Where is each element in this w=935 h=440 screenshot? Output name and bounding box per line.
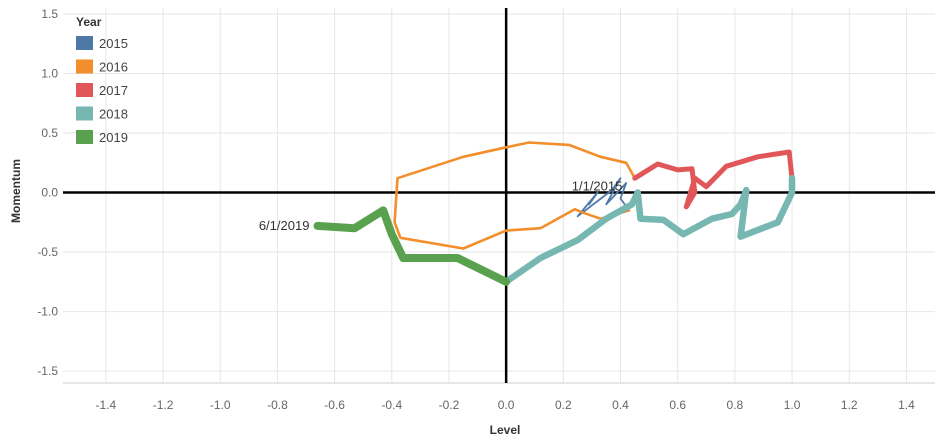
legend-swatch-2015 xyxy=(76,36,93,50)
x-tick-label: -0.2 xyxy=(439,398,460,412)
zero-axes xyxy=(63,8,935,383)
legend: Year 2015 2016 2017 2018 2019 xyxy=(76,15,128,145)
tick-labels: -1.4 -1.2 -1.0 -0.8 -0.6 -0.4 -0.2 0.0 0.2 0.4 0.6… xyxy=(37,7,915,412)
legend-swatch-2018 xyxy=(76,106,93,121)
x-tick-label: 0.8 xyxy=(727,398,744,412)
y-tick-label: 1.0 xyxy=(41,66,58,80)
legend-title: Year xyxy=(76,15,102,29)
legend-swatch-2019 xyxy=(76,130,93,144)
x-tick-label: -0.8 xyxy=(267,398,288,412)
x-axis-title: Level xyxy=(490,423,521,437)
y-tick-label: 1.5 xyxy=(41,7,58,21)
series-line-2017 xyxy=(632,149,795,210)
legend-label: 2017 xyxy=(99,83,128,98)
x-tick-label: -1.0 xyxy=(210,398,231,412)
legend-swatch-2016 xyxy=(76,59,93,74)
y-tick-label: 0.5 xyxy=(41,126,58,140)
legend-label: 2016 xyxy=(99,60,128,75)
x-tick-label: 0.4 xyxy=(612,398,629,412)
x-tick-label: -0.4 xyxy=(381,398,402,412)
legend-label: 2018 xyxy=(99,107,128,122)
y-tick-label: 0.0 xyxy=(41,186,58,200)
y-tick-label: -1.0 xyxy=(37,305,58,319)
annotation-label: 1/1/2015 xyxy=(572,178,623,193)
y-tick-label: -0.5 xyxy=(37,245,58,259)
x-tick-label: 0.2 xyxy=(555,398,572,412)
x-tick-label: -0.6 xyxy=(324,398,345,412)
y-axis-title: Momentum xyxy=(9,159,23,223)
x-tick-label: 0.6 xyxy=(669,398,686,412)
x-tick-label: -1.2 xyxy=(153,398,174,412)
x-tick-label: 1.0 xyxy=(784,398,801,412)
series-line-2015 xyxy=(576,177,630,218)
legend-label: 2019 xyxy=(99,130,128,145)
series-line-2016 xyxy=(393,141,637,250)
annotation-label: 6/1/2019 xyxy=(259,218,310,233)
legend-swatch-2017 xyxy=(76,83,93,97)
y-tick-label: -1.5 xyxy=(37,364,58,378)
x-tick-label: 0.0 xyxy=(498,398,515,412)
series-lines xyxy=(313,141,796,286)
series-line-2019 xyxy=(313,206,511,286)
legend-label: 2015 xyxy=(99,36,128,51)
annotations: 1/1/2015 6/1/2019 xyxy=(259,178,623,232)
grid xyxy=(63,8,935,384)
x-tick-label: 1.2 xyxy=(841,398,858,412)
series-line-2018 xyxy=(502,174,796,286)
x-tick-label: 1.4 xyxy=(898,398,915,412)
x-tick-label: -1.4 xyxy=(96,398,117,412)
